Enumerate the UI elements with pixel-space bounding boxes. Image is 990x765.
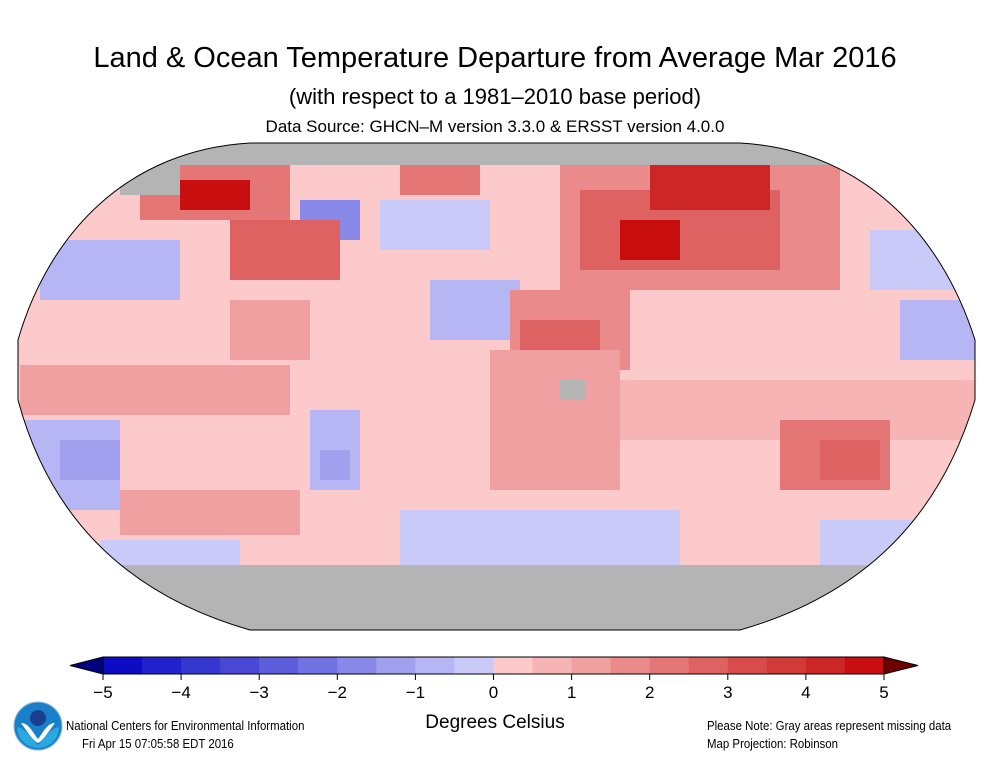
colorbar-tick-label: 2	[645, 683, 654, 700]
colorbar-bin	[259, 657, 299, 674]
colorbar-bin	[727, 657, 768, 674]
colorbar-bin	[220, 657, 260, 674]
colorbar-tick-label: −2	[328, 683, 347, 700]
colorbar-bin	[298, 657, 338, 674]
colorbar-bin	[649, 657, 690, 674]
colorbar-under-arrow	[69, 656, 104, 675]
projection-note: Map Projection: Robinson	[707, 736, 838, 751]
anomaly-field	[18, 143, 975, 630]
colorbar-bin	[610, 657, 651, 674]
colorbar-bin	[454, 657, 494, 674]
colorbar-bin	[493, 657, 534, 674]
colorbar-bin	[844, 657, 885, 674]
colorbar-tick-label: −4	[171, 683, 190, 700]
map-subtitle: (with respect to a 1981–2010 base period…	[288, 84, 702, 109]
colorbar-bin	[103, 657, 143, 674]
world-map	[17, 142, 976, 631]
noaa-logo	[13, 701, 63, 751]
timestamp: Fri Apr 15 07:05:58 EDT 2016	[82, 736, 234, 751]
missing-data-note: Please Note: Gray areas represent missin…	[707, 718, 952, 733]
colorbar-tick-label: 0	[489, 683, 498, 700]
colorbar-bin	[142, 657, 182, 674]
colorbar-over-arrow	[883, 656, 919, 675]
colorbar-tick-label: 3	[723, 683, 732, 700]
colorbar-tick-label: −1	[406, 683, 425, 700]
colorbar-bin	[571, 657, 612, 674]
map-title: Land & Ocean Temperature Departure from …	[93, 42, 897, 74]
colorbar-bin	[532, 657, 573, 674]
colorbar-units-label: Degrees Celsius	[425, 712, 565, 733]
colorbar-bin	[415, 657, 455, 674]
colorbar: −5 −4 −3 −2 −1 0 1 2 3 4 5	[69, 656, 919, 700]
colorbar-tick-label: 4	[801, 683, 810, 700]
colorbar-bin	[337, 657, 377, 674]
colorbar-bin	[376, 657, 416, 674]
colorbar-tick-label: 1	[567, 683, 576, 700]
colorbar-tick-label: 5	[879, 683, 888, 700]
colorbar-tick-label: −5	[93, 683, 112, 700]
data-source: Data Source: GHCN–M version 3.3.0 & ERSS…	[265, 117, 725, 136]
colorbar-bin	[805, 657, 846, 674]
org-name: National Centers for Environmental Infor…	[66, 718, 305, 733]
colorbar-bin	[181, 657, 221, 674]
colorbar-tick-label: −3	[250, 683, 269, 700]
colorbar-bin	[766, 657, 807, 674]
colorbar-bin	[688, 657, 729, 674]
